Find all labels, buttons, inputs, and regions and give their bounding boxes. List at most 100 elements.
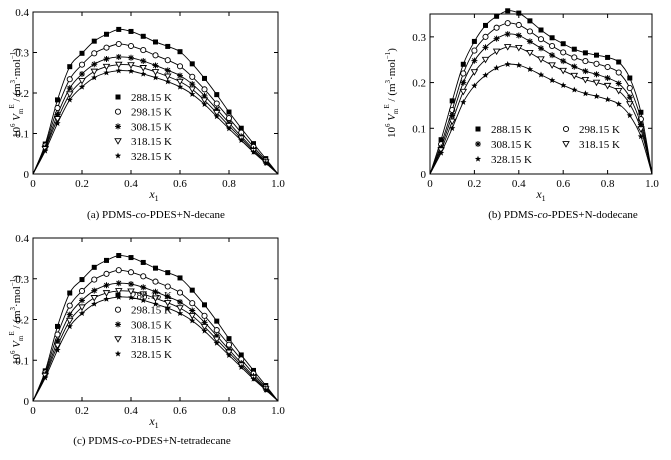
legend-marker-a-1 — [114, 108, 122, 115]
data-point-a-2-6 — [115, 53, 122, 60]
data-point-b-0-5 — [494, 13, 500, 19]
data-point-a-2-10 — [164, 67, 171, 74]
x-tick-label: 0 — [427, 178, 433, 190]
x-tick-label: 0.4 — [124, 178, 138, 190]
data-point-b-3-15 — [603, 82, 612, 90]
data-point-c-1-2 — [66, 302, 73, 309]
data-point-a-0-14 — [214, 92, 220, 98]
data-point-c-3-8 — [139, 291, 148, 298]
data-point-c-0-6 — [116, 253, 122, 259]
data-point-c-2-9 — [152, 288, 159, 295]
data-point-a-2-12 — [189, 81, 196, 88]
data-point-a-2-11 — [177, 72, 183, 79]
data-point-a-1-7 — [127, 42, 135, 50]
data-point-c-4-8 — [140, 297, 147, 304]
x-axis-label: x1 — [148, 414, 158, 430]
data-point-b-3-12 — [570, 72, 579, 80]
data-point-b-2-18 — [637, 121, 644, 128]
data-point-a-1-3 — [78, 61, 86, 68]
y-tick-label: 0 — [421, 169, 427, 181]
data-point-a-0-6 — [116, 26, 122, 32]
data-point-c-1-7 — [127, 269, 135, 276]
data-point-c-0-8 — [140, 259, 146, 265]
data-point-b-2-7 — [515, 32, 522, 39]
data-point-a-3-5 — [102, 63, 111, 71]
x-tick-label: 1.0 — [271, 178, 285, 190]
data-point-b-0-7 — [516, 10, 522, 16]
data-point-b-0-9 — [538, 27, 544, 33]
data-point-b-4-18 — [637, 133, 645, 140]
data-point-c-3-3 — [78, 304, 86, 311]
data-point-c-0-1 — [55, 323, 60, 329]
data-point-a-1-4 — [91, 50, 98, 57]
data-point-a-3-6 — [114, 61, 123, 69]
data-point-a-1-12 — [189, 73, 196, 80]
data-point-c-1-6 — [115, 267, 122, 274]
data-point-a-4-0 — [42, 147, 49, 154]
legend-label-a-3: 318.15 K — [131, 136, 172, 148]
data-point-c-0-2 — [67, 290, 73, 296]
data-point-a-3-10 — [163, 73, 172, 81]
data-point-a-0-12 — [189, 61, 195, 67]
data-point-c-2-11 — [177, 298, 183, 305]
chart-c-svg: 0 0.2 0.4 0.6 0.8 1.0 0 0.1 0.2 0.3 0.4 x1 106 VmE /… — [8, 233, 285, 447]
data-point-b-4-11 — [560, 82, 567, 88]
data-point-a-0-2 — [67, 64, 73, 70]
data-point-a-4-8 — [140, 70, 147, 77]
data-point-b-2-8 — [526, 38, 533, 45]
x-tick-label: 0.8 — [601, 178, 615, 190]
y-tick-label: 0.3 — [15, 48, 29, 60]
data-point-c-3-7 — [127, 288, 135, 296]
data-point-a-0-15 — [226, 109, 232, 115]
x-axis-label: x1 — [535, 187, 545, 203]
legend-marker-c-2 — [115, 321, 121, 328]
data-point-a-3-8 — [139, 65, 148, 72]
data-point-b-3-13 — [581, 76, 590, 84]
data-point-a-1-15 — [225, 115, 233, 122]
data-point-b-3-4 — [481, 56, 490, 64]
data-point-c-3-9 — [151, 295, 160, 303]
data-point-b-3-17 — [626, 101, 634, 108]
x-tick-label: 0.2 — [75, 178, 89, 190]
data-point-b-2-13 — [582, 68, 589, 75]
data-point-b-4-6 — [504, 60, 511, 67]
data-point-b-0-3 — [471, 38, 477, 44]
data-point-c-4-2 — [66, 323, 73, 330]
data-point-a-4-14 — [213, 113, 220, 120]
data-point-b-2-11 — [560, 58, 567, 65]
data-point-c-4-5 — [103, 295, 110, 302]
chart-panel-c: 0 0.2 0.4 0.6 0.8 1.0 0 0.1 0.2 0.3 0.4 x1 106 VmE /… — [0, 228, 296, 460]
data-point-a-0-17 — [251, 141, 256, 147]
data-point-b-4-0 — [437, 149, 445, 156]
data-point-c-2-2 — [66, 311, 73, 318]
data-point-a-3-3 — [78, 78, 86, 85]
y-axis-label: 106 VmE / (m3·mol−1) — [383, 48, 400, 138]
data-point-c-0-13 — [202, 302, 207, 308]
data-point-a-0-16 — [238, 125, 244, 131]
legend-label-c-0: 288.15 K — [131, 290, 172, 302]
data-point-a-4-1 — [54, 120, 61, 127]
y-tick-label: 0.2 — [412, 78, 426, 90]
legend-marker-a-4 — [114, 152, 122, 159]
data-point-c-3-11 — [176, 305, 184, 312]
data-point-b-1-3 — [471, 47, 478, 54]
data-point-b-0-16 — [616, 59, 622, 65]
data-point-c-0-14 — [214, 318, 220, 324]
chart-b-svg: 0 0.2 0.4 0.6 0.8 1.0 0 0.1 0.2 0.3 x1 106 VmE / (m… — [383, 8, 659, 221]
data-point-a-0-13 — [202, 75, 207, 81]
data-point-a-3-2 — [65, 91, 74, 98]
data-point-b-2-5 — [493, 35, 500, 42]
data-point-a-2-14 — [213, 106, 220, 113]
data-point-c-0-10 — [165, 270, 171, 276]
legend-marker-c-1 — [114, 306, 122, 313]
data-point-c-2-12 — [189, 307, 196, 314]
data-point-a-2-3 — [79, 70, 85, 77]
data-point-a-0-11 — [177, 49, 183, 55]
y-tick-label: 0.3 — [15, 274, 29, 286]
x-tick-label: 0.6 — [173, 178, 187, 190]
data-point-c-4-15 — [225, 352, 233, 359]
data-point-a-4-4 — [91, 74, 98, 81]
data-point-c-0-3 — [79, 277, 85, 283]
data-point-b-4-5 — [493, 64, 500, 71]
data-point-c-4-1 — [54, 346, 61, 353]
